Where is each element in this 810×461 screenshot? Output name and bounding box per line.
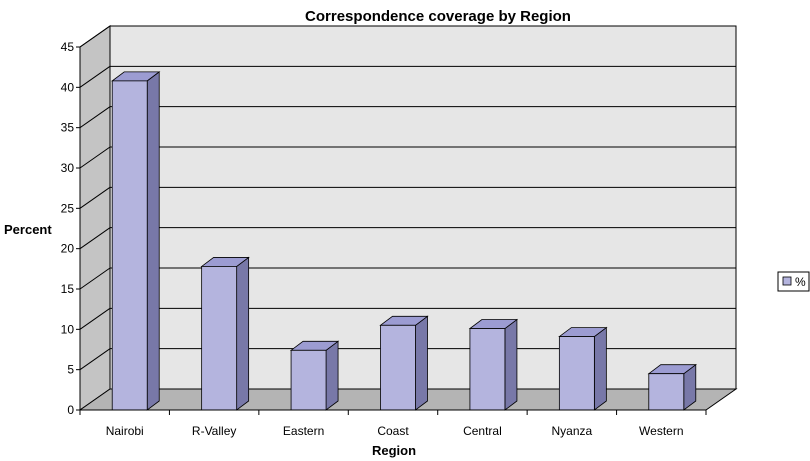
y-tick-label: 0	[67, 403, 74, 417]
gridline-side	[79, 65, 111, 88]
x-tick-label: Central	[463, 424, 502, 438]
gridline-side	[79, 267, 111, 290]
y-tick-label: 25	[61, 201, 75, 215]
bar-side	[504, 318, 518, 411]
gridline-side	[79, 25, 111, 48]
bar-side	[236, 256, 250, 411]
gridline-side	[79, 186, 111, 209]
bars	[111, 71, 697, 411]
y-tick-label: 5	[67, 363, 74, 377]
y-tick-label: 30	[61, 161, 75, 175]
bar-side	[325, 340, 339, 411]
y-tick-label: 15	[61, 282, 75, 296]
y-axis-title: Percent	[4, 222, 52, 237]
bar-side	[415, 315, 428, 411]
bar	[469, 328, 506, 411]
gridline-side	[79, 348, 111, 371]
bar	[380, 324, 416, 411]
y-tick-label: 35	[61, 121, 75, 135]
legend-label: %	[795, 275, 806, 289]
chart-title: Correspondence coverage by Region	[305, 8, 571, 25]
gridline-side	[79, 146, 111, 169]
y-tick-label: 45	[61, 40, 75, 54]
x-axis-title: Region	[372, 443, 416, 458]
x-tick-label: Eastern	[283, 424, 324, 438]
y-tick-label: 10	[61, 322, 75, 336]
x-tick-label: Nairobi	[106, 424, 144, 438]
x-tick-label: R-Valley	[192, 424, 236, 438]
bar	[558, 336, 595, 411]
bar	[201, 266, 238, 411]
bar	[290, 349, 327, 411]
gridline-side	[79, 227, 111, 250]
x-tick-label: Coast	[377, 424, 409, 438]
legend: %	[777, 271, 810, 292]
x-axis-ticks: Nairobi R-Valley Eastern Coast Central Nyanza…	[79, 409, 707, 438]
bar-side	[146, 71, 160, 411]
y-tick-label: 20	[61, 242, 75, 256]
bar	[648, 373, 685, 411]
bar	[111, 80, 148, 411]
gridline-side	[79, 307, 111, 330]
x-tick-label: Western	[639, 424, 683, 438]
bar-side	[593, 326, 607, 411]
legend-swatch	[782, 276, 792, 286]
y-axis-ticks: 0 5 10 15 20 25 30 35 40 45	[61, 40, 81, 417]
y-tick-label: 40	[61, 80, 75, 94]
gridline-side	[79, 106, 111, 129]
x-tick-label: Nyanza	[552, 424, 593, 438]
